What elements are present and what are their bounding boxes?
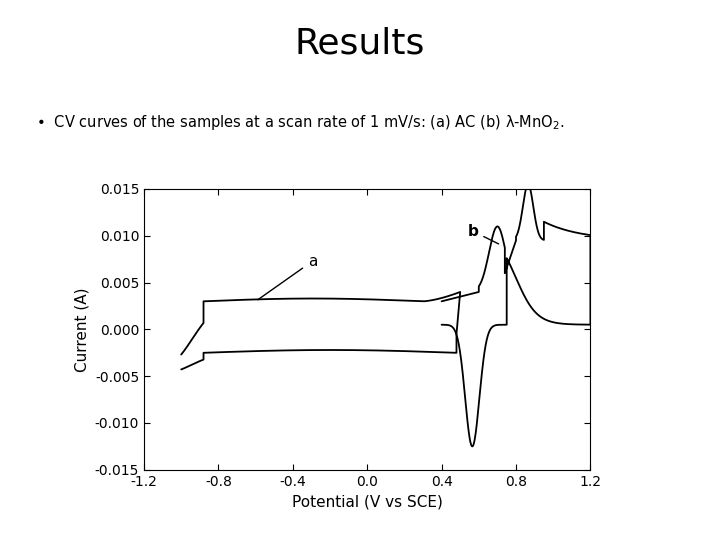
Text: Results: Results bbox=[294, 27, 426, 61]
Text: b: b bbox=[468, 224, 499, 244]
Text: a: a bbox=[258, 254, 317, 300]
Y-axis label: Current (A): Current (A) bbox=[74, 287, 89, 372]
X-axis label: Potential (V vs SCE): Potential (V vs SCE) bbox=[292, 494, 443, 509]
Text: •  CV curves of the samples at a scan rate of 1 mV/s: (a) AC (b) λ-MnO$_2$.: • CV curves of the samples at a scan rat… bbox=[36, 113, 564, 132]
